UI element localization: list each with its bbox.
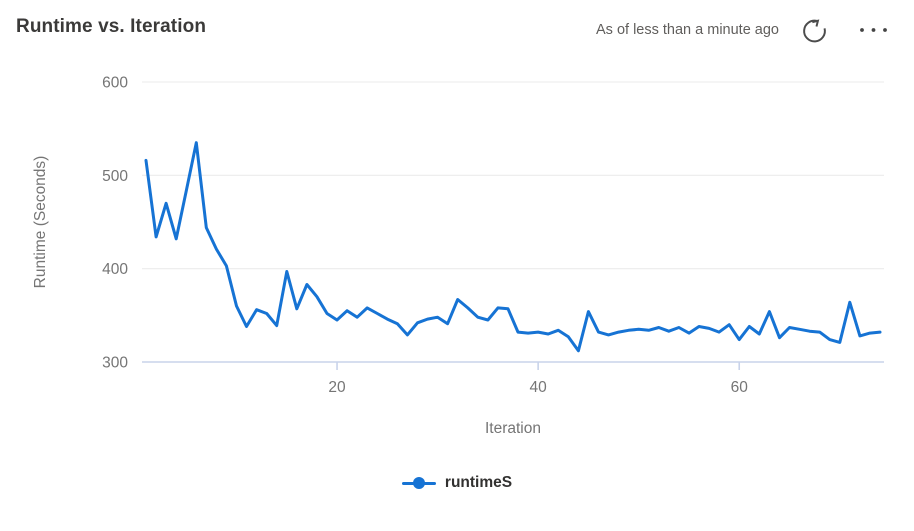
chart-header-actions: As of less than a minute ago [596, 16, 896, 44]
y-axis-title: Runtime (Seconds) [32, 156, 49, 289]
more-options-button[interactable] [858, 16, 890, 44]
x-tick-label-60: 60 [731, 379, 749, 396]
y-tick-label-500: 500 [102, 168, 128, 185]
refresh-icon [803, 18, 826, 42]
chart-header: Runtime vs. Iteration As of less than a … [16, 14, 896, 48]
x-tick-label-40: 40 [530, 379, 548, 396]
refresh-button[interactable] [801, 16, 828, 44]
x-tick-label-20: 20 [328, 379, 346, 396]
legend-label: runtimeS [444, 474, 513, 491]
last-updated-text: As of less than a minute ago [596, 22, 779, 38]
grid-layer [142, 81, 884, 363]
series-layer [144, 141, 882, 353]
legend-item-runtimeS[interactable]: runtimeS [401, 474, 513, 492]
ellipsis-icon [860, 28, 887, 32]
chart-title: Runtime vs. Iteration [16, 16, 207, 37]
x-axis-title: Iteration [485, 420, 541, 437]
legend-line-dot-marker [401, 476, 436, 490]
line-chart: 300 400 500 600 20 40 60 Runtime (Seconds) Ite… [32, 75, 884, 437]
y-tick-label-300: 300 [102, 355, 128, 372]
tick-layer: 300 400 500 600 20 40 60 [102, 75, 748, 397]
y-tick-label-600: 600 [102, 75, 128, 92]
legend: runtimeS [0, 474, 914, 492]
y-tick-label-400: 400 [102, 261, 128, 278]
line-series-runtimeS[interactable] [144, 141, 882, 353]
